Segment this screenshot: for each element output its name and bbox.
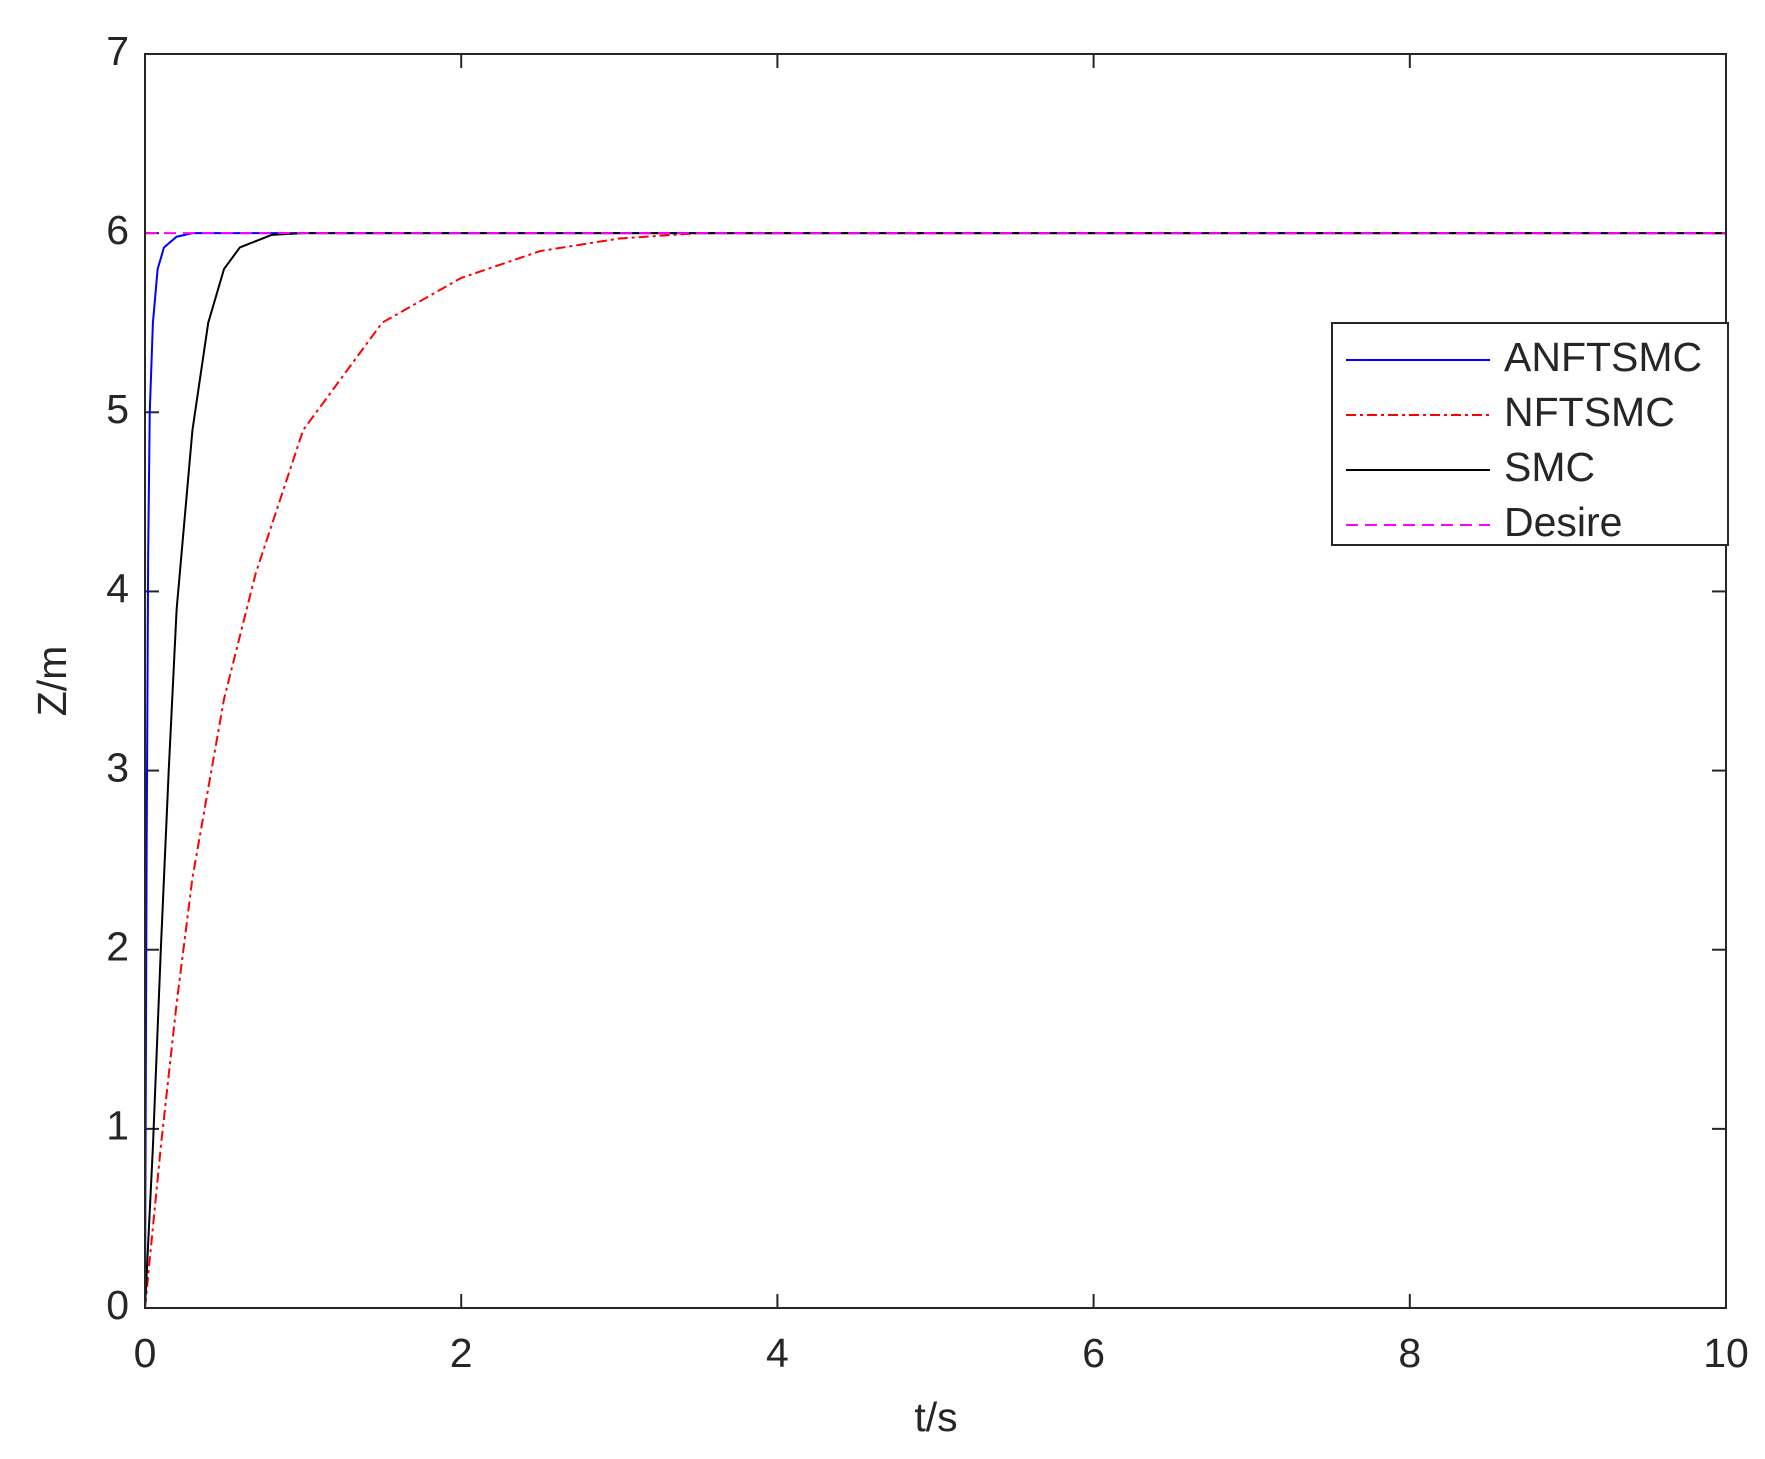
plot-area	[145, 54, 1726, 1308]
data-line	[144, 232, 1726, 1309]
x-tick-label: 0	[134, 1330, 157, 1376]
x-tick-label: 10	[1703, 1330, 1749, 1376]
y-tick-label: 5	[106, 386, 129, 432]
legend: ANFTSMC NFTSMC SMC Desire	[1331, 322, 1729, 546]
y-tick-label: 2	[106, 924, 129, 970]
y-tick-label: 4	[106, 565, 129, 611]
y-tick-label: 7	[106, 28, 129, 74]
legend-label: Desire	[1504, 499, 1622, 545]
legend-label: SMC	[1504, 444, 1595, 490]
legend-label: NFTSMC	[1504, 389, 1675, 435]
x-tick-label: 2	[450, 1330, 473, 1376]
data-line	[144, 232, 1726, 1309]
x-tick-label: 8	[1398, 1330, 1421, 1376]
x-tick-label: 6	[1082, 1330, 1105, 1376]
x-tick-label: 4	[766, 1330, 789, 1376]
y-tick-label: 0	[106, 1282, 129, 1328]
y-tick-label: 3	[106, 744, 129, 790]
axes-frame	[144, 53, 1727, 1309]
y-axis-label: Z/m	[29, 646, 75, 717]
legend-label: ANFTSMC	[1504, 334, 1702, 380]
y-tick-label: 1	[106, 1103, 129, 1149]
x-axis-label: t/s	[914, 1394, 957, 1440]
y-tick-label: 6	[106, 207, 129, 253]
data-line	[144, 232, 1726, 1309]
